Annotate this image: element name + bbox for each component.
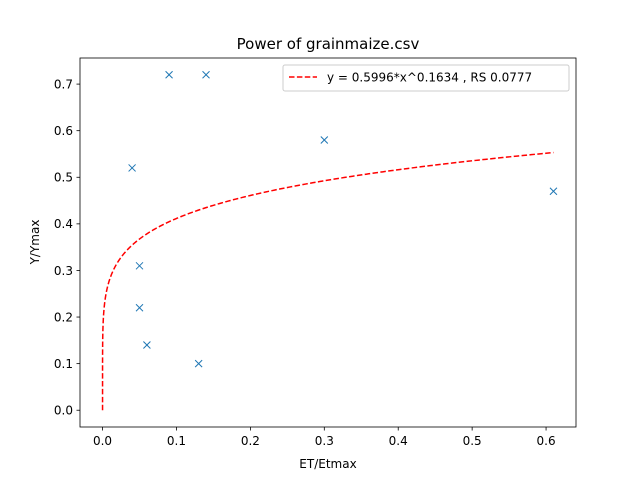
plot-area (80, 58, 576, 427)
y-axis-ticks: 0.0 0.1 0.2 0.3 0.4 0.5 0.6 0.7 (54, 77, 80, 418)
y-tick-label: 0.6 (54, 124, 73, 138)
plot-frame (79, 57, 577, 428)
legend-box (282, 64, 570, 92)
fit-curve-line (101, 151, 554, 411)
y-axis-label: Y/Ymax (28, 220, 42, 266)
x-tick-label: 0.1 (167, 434, 186, 448)
x-tick-label: 0.6 (537, 434, 556, 448)
data-point-marker (549, 187, 558, 196)
y-tick-label: 0.0 (54, 404, 73, 418)
data-point-marker (143, 341, 151, 349)
y-tick-label: 0.1 (54, 357, 73, 371)
x-axis-label: ET/Etmax (299, 457, 356, 471)
y-tick-label: 0.4 (54, 217, 73, 231)
y-tick-label: 0.2 (54, 310, 73, 324)
x-tick-label: 0.3 (315, 434, 334, 448)
x-tick-label: 0.2 (241, 434, 260, 448)
y-tick-label: 0.5 (54, 171, 73, 185)
x-tick-label: 0.5 (463, 434, 482, 448)
legend: y = 0.5996*x^0.1634 , RS 0.0777 (282, 64, 570, 92)
chart-title: Power of grainmaize.csv (237, 35, 420, 53)
data-point-marker (128, 164, 136, 172)
data-point-marker (202, 70, 210, 79)
data-point-marker (135, 303, 144, 312)
x-tick-label: 0.4 (389, 434, 408, 448)
x-axis-ticks: 0.0 0.1 0.2 0.3 0.4 0.5 0.6 (93, 427, 556, 448)
chart-marks (101, 70, 558, 411)
x-tick-label: 0.0 (93, 434, 112, 448)
data-point-marker (165, 70, 173, 79)
legend-label: y = 0.5996*x^0.1634 , RS 0.0777 (327, 71, 532, 85)
data-point-marker (194, 359, 203, 368)
y-tick-label: 0.7 (54, 77, 73, 91)
data-point-marker (320, 136, 329, 144)
data-point-marker (135, 261, 144, 270)
y-tick-label: 0.3 (54, 264, 73, 278)
